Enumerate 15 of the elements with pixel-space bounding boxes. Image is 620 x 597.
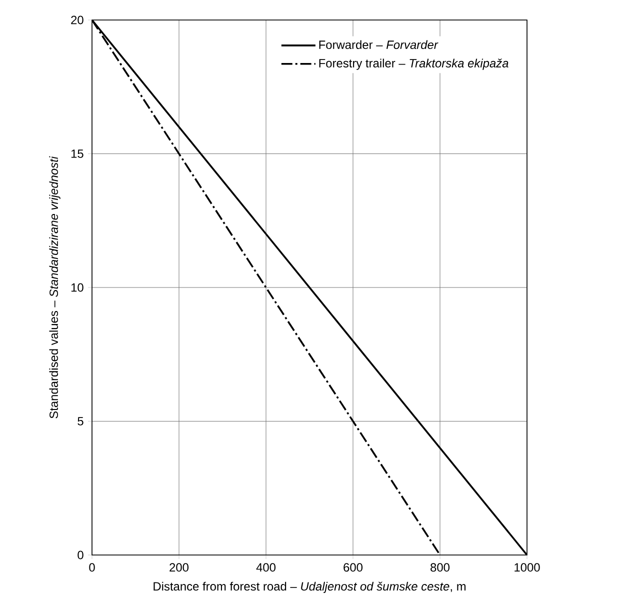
x-tick-label: 600 bbox=[344, 563, 363, 572]
legend-label: Forwarder – Forvarder bbox=[319, 40, 438, 50]
x-tick-label: 800 bbox=[430, 563, 450, 572]
y-tick-label: 15 bbox=[71, 150, 84, 158]
x-tick-label: 400 bbox=[256, 563, 276, 572]
x-tick-label: 200 bbox=[170, 563, 189, 572]
y-tick-label: 5 bbox=[78, 417, 84, 426]
y-tick-label: 0 bbox=[78, 550, 84, 560]
x-axis-title: Distance from forest road – Udaljenost od šumske ceste, m bbox=[154, 582, 466, 593]
y-tick-label: 20 bbox=[71, 16, 84, 24]
x-tick-label: 0 bbox=[89, 563, 95, 572]
x-tick-label: 1000 bbox=[514, 563, 540, 572]
y-tick-label: 10 bbox=[71, 283, 84, 292]
y-axis-title: Standardised values – Standardizirane vrijednosti bbox=[49, 156, 60, 418]
legend-label: Forestry trailer – Traktorska ekipaža bbox=[319, 58, 508, 70]
